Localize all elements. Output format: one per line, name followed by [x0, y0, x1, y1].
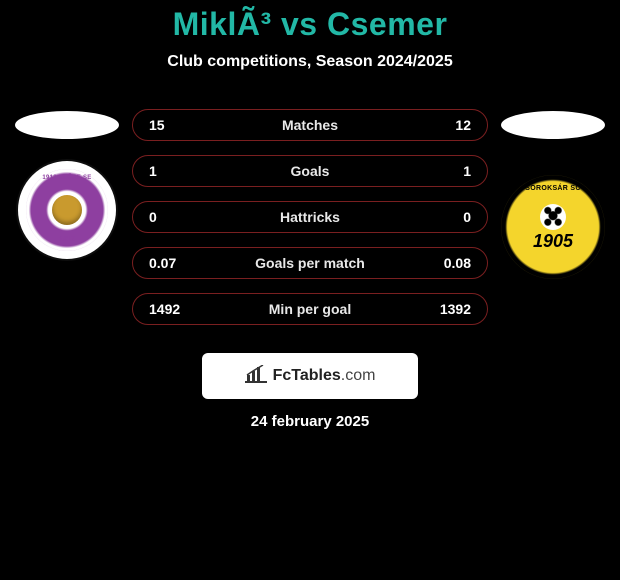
left-team-badge: 1912 ELŐRE SE 1912: [18, 161, 116, 259]
left-badge-year: 1912: [26, 236, 108, 243]
stat-left-value: 1492: [149, 301, 191, 317]
brand-text: FcTables.com: [273, 367, 376, 385]
left-badge-inner: 1912 ELŐRE SE 1912: [26, 169, 108, 251]
page-title: MiklÃ³ vs Csemer: [0, 6, 620, 43]
stat-right-value: 1: [429, 163, 471, 179]
stat-row-matches: 15 Matches 12: [132, 109, 488, 141]
left-badge-top-text: 1912 ELŐRE SE: [26, 175, 108, 181]
right-team-column: SOROKSÁR SC 1905: [498, 107, 608, 279]
stat-right-value: 0.08: [429, 255, 471, 271]
page-container: MiklÃ³ vs Csemer Club competitions, Seas…: [0, 0, 620, 430]
bar-chart-icon: [245, 365, 267, 388]
main-row: 1912 ELŐRE SE 1912 15 Matches 12 1 Goals…: [0, 107, 620, 325]
brand-box[interactable]: FcTables.com: [202, 353, 418, 399]
stats-column: 15 Matches 12 1 Goals 1 0 Hattricks 0 0.…: [132, 107, 488, 325]
stat-left-value: 0.07: [149, 255, 191, 271]
stat-row-goals-per-match: 0.07 Goals per match 0.08: [132, 247, 488, 279]
stat-right-value: 1392: [429, 301, 471, 317]
brand-suffix: .com: [341, 367, 376, 384]
left-badge-center-icon: [52, 195, 82, 225]
stat-row-hattricks: 0 Hattricks 0: [132, 201, 488, 233]
left-player-silhouette: [15, 111, 119, 139]
stat-row-goals: 1 Goals 1: [132, 155, 488, 187]
stat-label: Goals: [191, 163, 429, 179]
right-badge-inner: 1905: [533, 204, 573, 250]
footer-date: 24 february 2025: [0, 413, 620, 430]
left-team-column: 1912 ELŐRE SE 1912: [12, 107, 122, 259]
stat-left-value: 0: [149, 209, 191, 225]
stat-right-value: 0: [429, 209, 471, 225]
right-badge-year: 1905: [533, 232, 573, 250]
stat-label: Matches: [191, 117, 429, 133]
right-badge-top-text: SOROKSÁR SC: [501, 185, 605, 192]
soccer-ball-icon: [540, 204, 566, 230]
stat-left-value: 15: [149, 117, 191, 133]
right-player-silhouette: [501, 111, 605, 139]
stat-label: Hattricks: [191, 209, 429, 225]
stat-row-min-per-goal: 1492 Min per goal 1392: [132, 293, 488, 325]
page-subtitle: Club competitions, Season 2024/2025: [0, 53, 620, 71]
right-team-badge: SOROKSÁR SC 1905: [501, 175, 605, 279]
brand-main: Tables: [291, 367, 341, 384]
stat-right-value: 12: [429, 117, 471, 133]
stat-label: Goals per match: [191, 255, 429, 271]
stat-left-value: 1: [149, 163, 191, 179]
brand-prefix: Fc: [273, 367, 292, 384]
stat-label: Min per goal: [191, 301, 429, 317]
